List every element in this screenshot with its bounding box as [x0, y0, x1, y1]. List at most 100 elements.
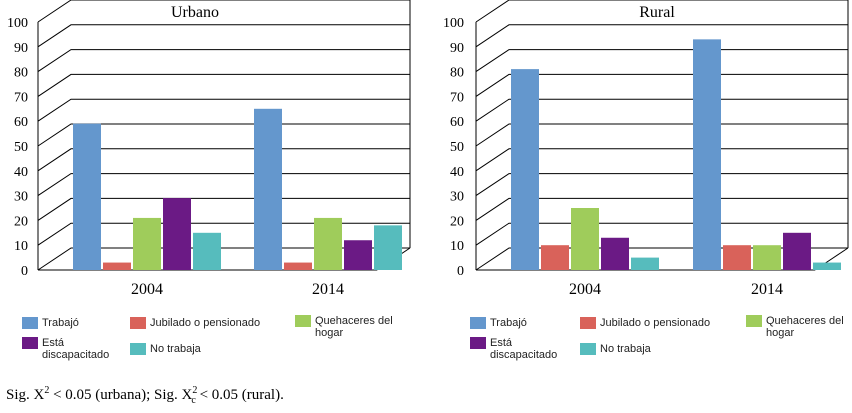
y-tick-label: 80: [14, 66, 28, 81]
gridline: [37, 49, 410, 73]
bar: [163, 198, 191, 270]
footnote-part1: Sig. X: [6, 387, 45, 403]
footnote-sub2: c: [191, 395, 196, 406]
legend-label: Jubilado o pensionado: [150, 317, 261, 329]
y-tick-label: 50: [450, 140, 464, 155]
bar: [314, 217, 342, 270]
legend-label-line1: Quehaceres del: [315, 315, 393, 327]
legend-swatch: [470, 317, 486, 329]
legend-label: Trabajó: [42, 317, 79, 329]
legend-swatch: [22, 317, 38, 329]
legend-label: No trabaja: [600, 343, 651, 355]
bar: [73, 123, 101, 271]
bar: [511, 69, 539, 271]
y-tick-label: 40: [14, 165, 28, 180]
legend-swatch: [130, 343, 146, 355]
bar: [813, 262, 841, 270]
bar: [783, 232, 811, 270]
gridline: [475, 148, 848, 172]
gridline: [475, 49, 848, 73]
legend-swatch: [22, 337, 38, 349]
legend-item-jubilado: Jubilado o pensionado: [130, 317, 260, 329]
legend-item-trabajo: Trabajó: [470, 317, 527, 329]
gridline: [37, 247, 410, 271]
bar: [284, 262, 312, 270]
y-tick-label: 30: [450, 190, 464, 205]
legend-item-discapacitado: Está discapacitado: [22, 337, 109, 361]
legend-item-no-trabaja: No trabaja: [580, 343, 651, 355]
gridline: [37, 197, 410, 221]
legend-label: Está discapacitado: [490, 337, 557, 361]
gridline: [37, 73, 410, 97]
gridline: [475, 123, 848, 147]
x-tick-label: 2004: [569, 281, 601, 298]
bar: [344, 240, 372, 270]
gridline: [37, 173, 410, 197]
legend-item-quehaceres: Quehaceres del hogar: [295, 315, 393, 339]
y-tick-label: 70: [450, 90, 464, 105]
footnote-sup1: 2: [44, 385, 50, 396]
legend-item-discapacitado: Está discapacitado: [470, 337, 557, 361]
charts-area: 0 10 20 30 40 50 60 70 80 90 100 Urbano 2004 2014 0 10 2…: [7, 0, 849, 298]
x-tick-label: 2014: [751, 281, 783, 298]
gridline: [475, 98, 848, 122]
bar: [254, 108, 282, 270]
legend-swatch: [470, 337, 486, 349]
legend-label: Jubilado o pensionado: [600, 317, 711, 329]
legend-item-jubilado: Jubilado o pensionado: [580, 317, 710, 329]
legend-label-line1: Está: [42, 337, 65, 349]
x-tick-label: 2004: [131, 281, 163, 298]
legend-label: Quehaceres del hogar: [315, 315, 393, 339]
legend-label-line2: hogar: [766, 327, 795, 339]
legend-label: Trabajó: [490, 317, 527, 329]
y-tick-label: 70: [14, 90, 28, 105]
y-tick-label: 90: [14, 41, 28, 56]
gridline: [475, 222, 848, 246]
bar: [631, 257, 659, 270]
legend-label: Quehaceres del hogar: [766, 315, 844, 339]
y-tick-label: 60: [14, 115, 28, 130]
gridline: [37, 0, 410, 23]
gridline: [475, 24, 848, 48]
y-tick-label: 20: [14, 214, 28, 229]
legend-swatch: [580, 317, 596, 329]
footnote: Sig. X2 < 0.05 (urbana); Sig. X2c < 0.05…: [6, 385, 284, 406]
bar: [374, 225, 402, 270]
legend-rural: Trabajó Jubilado o pensionado Quehaceres…: [470, 315, 844, 361]
bar: [103, 262, 131, 270]
chart-title: Urbano: [171, 4, 219, 21]
legend-label-line1: Está: [490, 337, 513, 349]
bar: [193, 232, 221, 270]
bar: [601, 237, 629, 270]
legend-item-trabajo: Trabajó: [22, 317, 79, 329]
legend-swatch: [746, 315, 762, 327]
bar: [571, 208, 599, 270]
gridline: [37, 24, 410, 48]
legend-label: No trabaja: [150, 343, 201, 355]
bar: [133, 217, 161, 270]
y-tick-label: 0: [457, 264, 464, 279]
legend-urbano: Trabajó Jubilado o pensionado Quehaceres…: [0, 0, 420, 380]
y-tick-label: 10: [14, 239, 28, 254]
legend-label-line2: discapacitado: [490, 349, 558, 361]
y-tick-label: 60: [450, 115, 464, 130]
gridline: [475, 173, 848, 197]
legend-label-line1: Quehaceres del: [766, 315, 844, 327]
bar: [723, 245, 751, 270]
chart-title: Rural: [639, 4, 675, 21]
legend-item-no-trabaja: No trabaja: [130, 343, 201, 355]
gridline: [37, 222, 410, 246]
y-tick-label: 80: [450, 66, 464, 81]
x-tick-label: 2014: [312, 281, 344, 298]
legend-label-line2: hogar: [315, 327, 344, 339]
y-tick-label: 90: [450, 41, 464, 56]
y-tick-label: 30: [14, 190, 28, 205]
gridline: [475, 197, 848, 221]
y-tick-label: 100: [443, 16, 464, 31]
legend-swatch: [295, 315, 311, 327]
gridline: [37, 123, 410, 147]
y-tick-label: 100: [7, 16, 28, 31]
legend-label-line2: discapacitado: [42, 349, 110, 361]
y-tick-label: 0: [21, 264, 28, 279]
footnote-part2: < 0.05 (urbana); Sig. X: [49, 387, 193, 403]
